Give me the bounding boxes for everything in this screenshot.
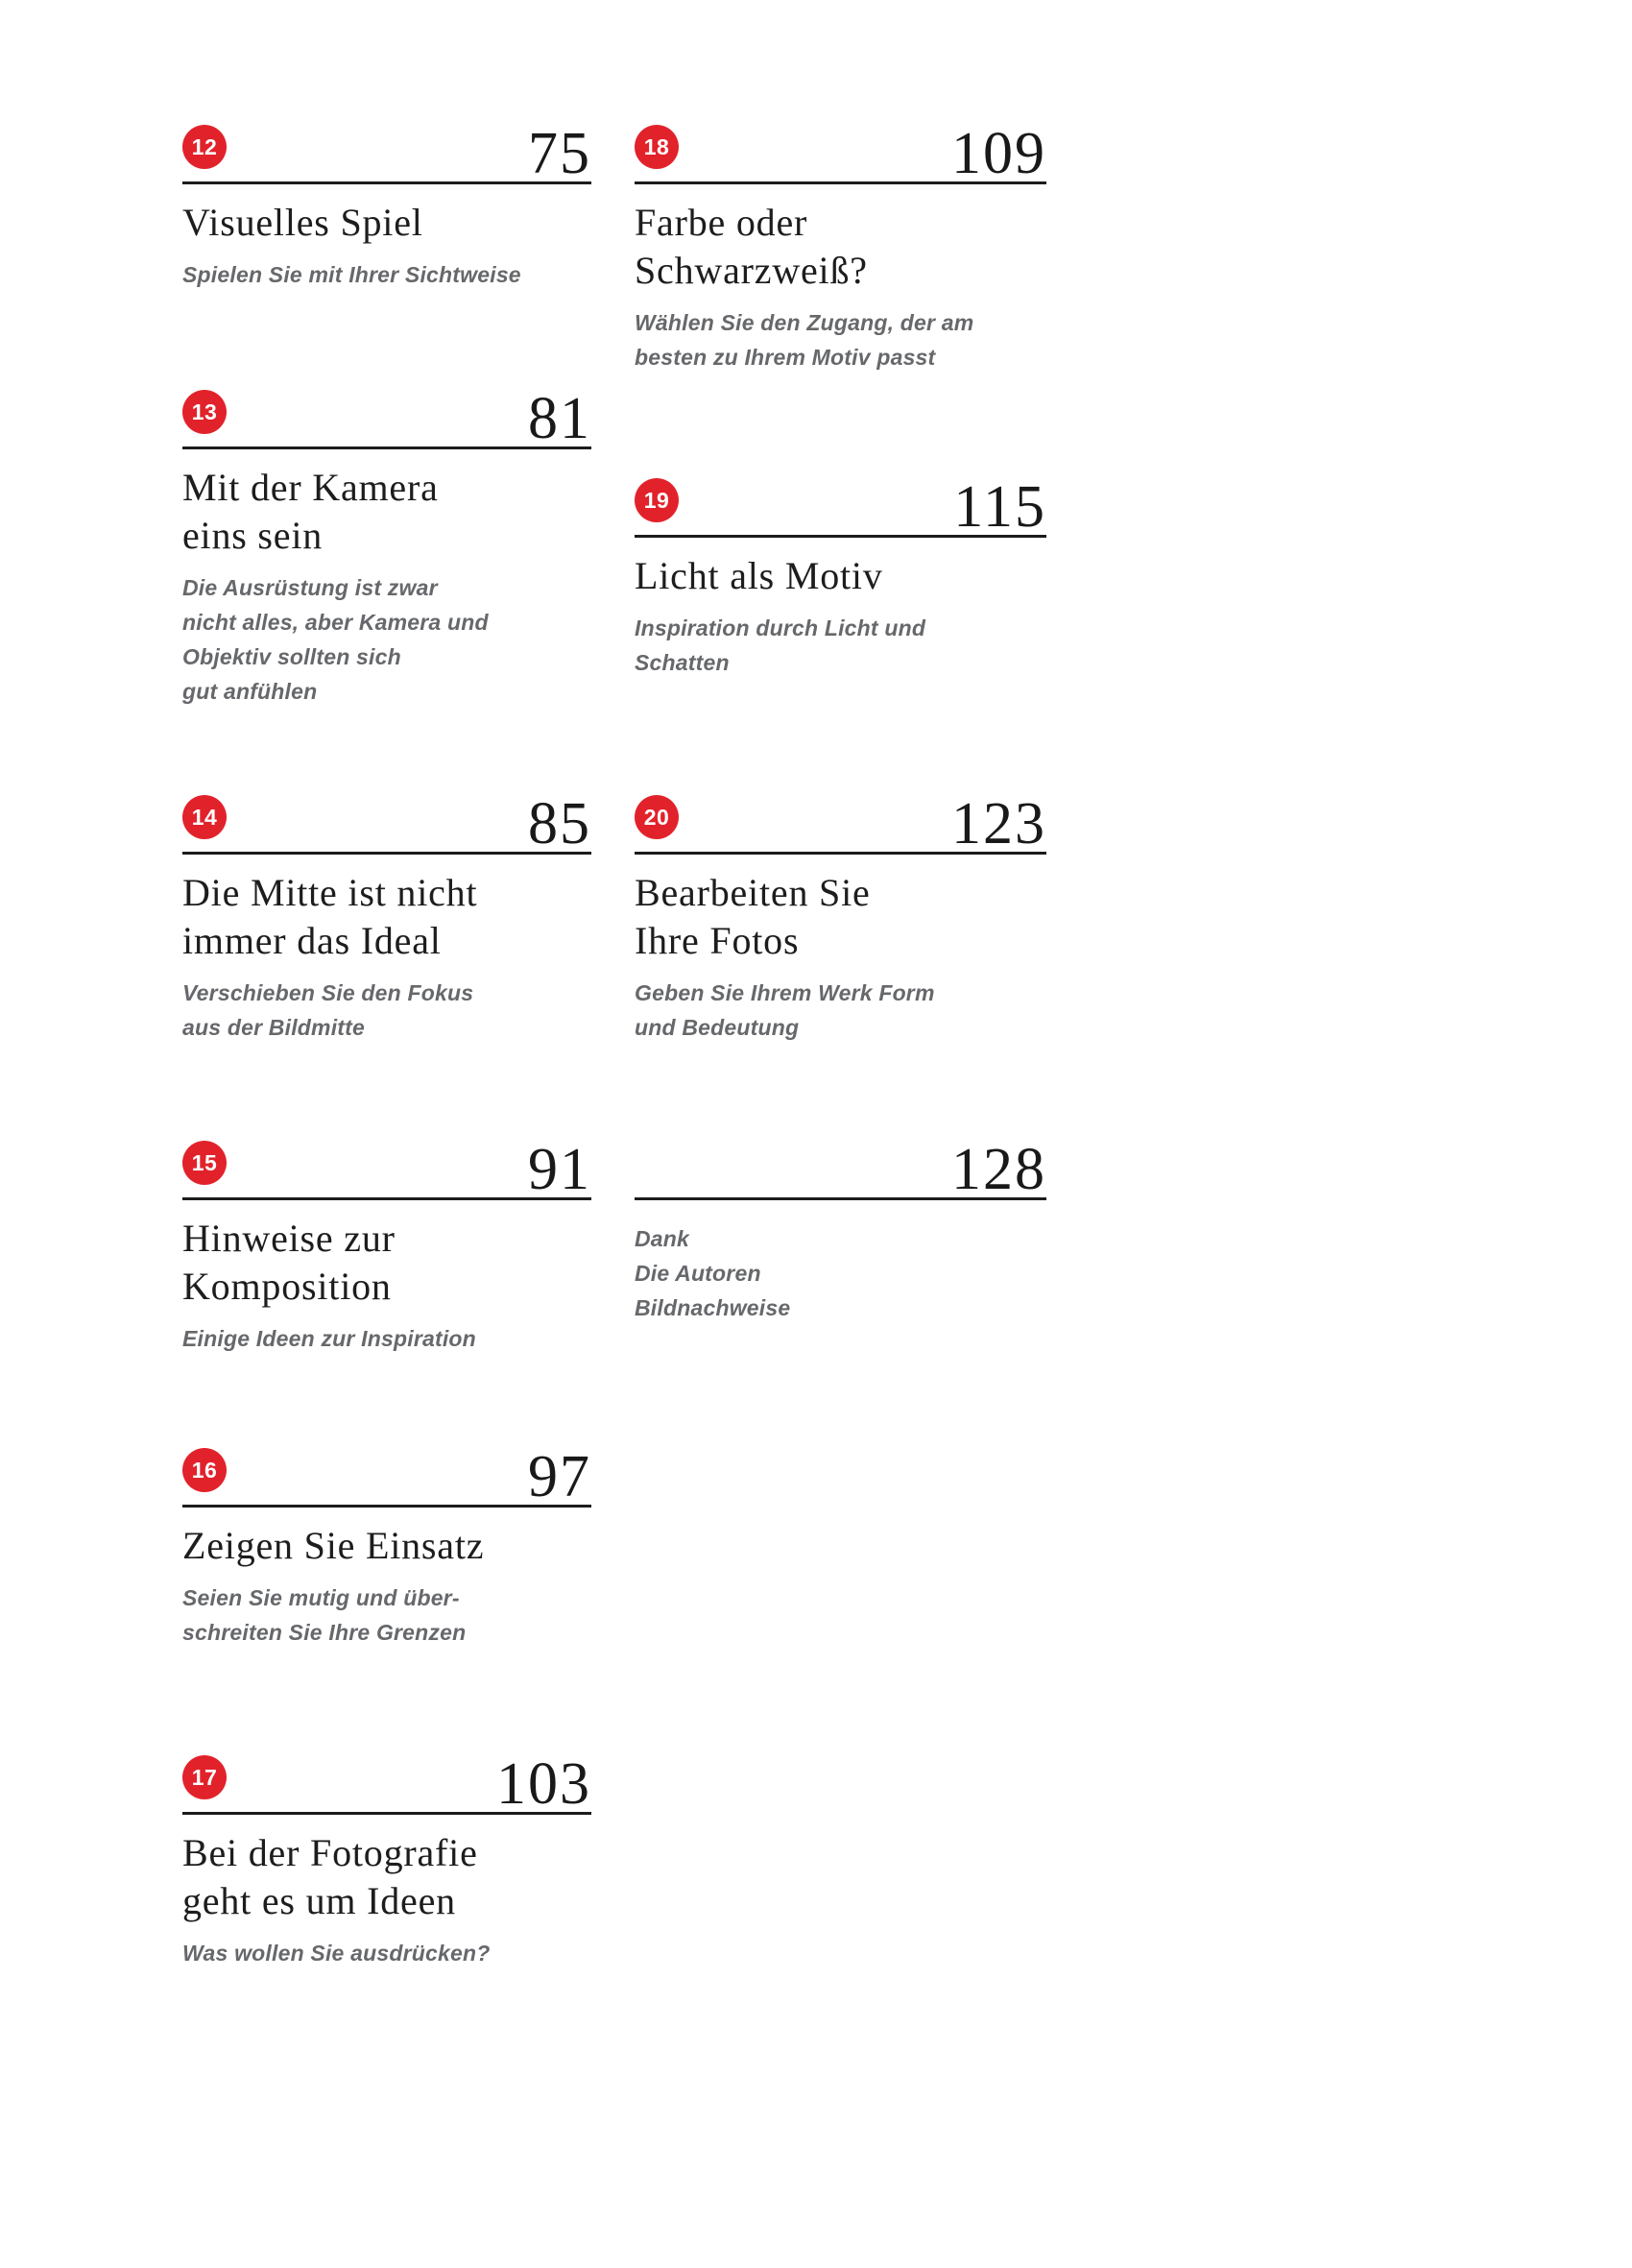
chapter-subtitle: Einige Ideen zur Inspiration xyxy=(182,1326,476,1351)
chapter-badge: 18 xyxy=(635,125,679,169)
chapter-badge: 19 xyxy=(635,478,679,522)
toc-entry: 18 109 Farbe oder Schwarzweiß? Wählen Si… xyxy=(635,121,1046,374)
toc-entry-back-matter: 128 Dank Die Autoren Bildnachweise xyxy=(635,1137,1046,1325)
chapter-title: Hinweise zur Komposition xyxy=(182,1217,396,1308)
entry-header: 15 91 xyxy=(182,1137,591,1202)
chapter-badge: 15 xyxy=(182,1141,227,1185)
toc-entry: 12 75 Visuelles Spiel Spielen Sie mit Ih… xyxy=(182,121,591,292)
back-matter-items: Dank Die Autoren Bildnachweise xyxy=(635,1226,791,1321)
entry-header: 18 109 xyxy=(635,121,1046,186)
entry-header: 14 85 xyxy=(182,791,591,857)
chapter-title: Mit der Kamera eins sein xyxy=(182,466,439,557)
entry-header: 17 103 xyxy=(182,1751,591,1817)
chapter-subtitle: Verschieben Sie den Fokus aus der Bildmi… xyxy=(182,980,474,1041)
page-number: 75 xyxy=(528,121,591,186)
chapter-title: Visuelles Spiel xyxy=(182,201,423,244)
page-number: 123 xyxy=(951,791,1046,857)
chapter-badge: 17 xyxy=(182,1755,227,1799)
chapter-title: Farbe oder Schwarzweiß? xyxy=(635,201,868,292)
chapter-subtitle: Inspiration durch Licht und Schatten xyxy=(635,615,926,676)
chapter-subtitle: Seien Sie mutig und über- schreiten Sie … xyxy=(182,1585,467,1646)
entry-header: 13 81 xyxy=(182,386,591,451)
chapter-badge: 12 xyxy=(182,125,227,169)
chapter-badge: 14 xyxy=(182,795,227,839)
chapter-badge: 16 xyxy=(182,1448,227,1492)
page-number: 91 xyxy=(528,1137,591,1202)
toc-entry: 20 123 Bearbeiten Sie Ihre Fotos Geben S… xyxy=(635,791,1046,1045)
chapter-badge: 20 xyxy=(635,795,679,839)
chapter-title: Zeigen Sie Einsatz xyxy=(182,1524,485,1567)
page-number: 103 xyxy=(496,1751,591,1817)
toc-entry: 14 85 Die Mitte ist nicht immer das Idea… xyxy=(182,791,591,1045)
page-number: 128 xyxy=(951,1137,1046,1202)
chapter-subtitle: Geben Sie Ihrem Werk Form und Bedeutung xyxy=(635,980,935,1041)
toc-entry: 16 97 Zeigen Sie Einsatz Seien Sie mutig… xyxy=(182,1444,591,1650)
entry-header: 12 75 xyxy=(182,121,591,186)
page-number: 115 xyxy=(953,474,1046,540)
chapter-badge: 13 xyxy=(182,390,227,434)
page-number: 109 xyxy=(951,121,1046,186)
entry-header: 16 97 xyxy=(182,1444,591,1509)
chapter-subtitle: Die Ausrüstung ist zwar nicht alles, abe… xyxy=(182,575,489,705)
toc-entry: 19 115 Licht als Motiv Inspiration durch… xyxy=(635,474,1046,680)
toc-entry: 15 91 Hinweise zur Komposition Einige Id… xyxy=(182,1137,591,1356)
chapter-subtitle: Wählen Sie den Zugang, der am besten zu … xyxy=(635,310,974,371)
chapter-subtitle: Spielen Sie mit Ihrer Sichtweise xyxy=(182,262,521,287)
chapter-title: Licht als Motiv xyxy=(635,554,883,597)
page-number: 81 xyxy=(528,386,591,451)
chapter-title: Bearbeiten Sie Ihre Fotos xyxy=(635,871,871,962)
chapter-title: Die Mitte ist nicht immer das Ideal xyxy=(182,871,478,962)
toc-entry: 13 81 Mit der Kamera eins sein Die Ausrü… xyxy=(182,386,591,709)
entry-header: 20 123 xyxy=(635,791,1046,857)
page-number: 97 xyxy=(528,1444,591,1509)
chapter-subtitle: Was wollen Sie ausdrücken? xyxy=(182,1941,491,1966)
chapter-title: Bei der Fotografie geht es um Ideen xyxy=(182,1831,478,1922)
page-number: 85 xyxy=(528,791,591,857)
entry-header: 19 115 xyxy=(635,474,1046,540)
entry-header: 128 xyxy=(635,1137,1046,1202)
toc-entry: 17 103 Bei der Fotografie geht es um Ide… xyxy=(182,1751,591,1970)
